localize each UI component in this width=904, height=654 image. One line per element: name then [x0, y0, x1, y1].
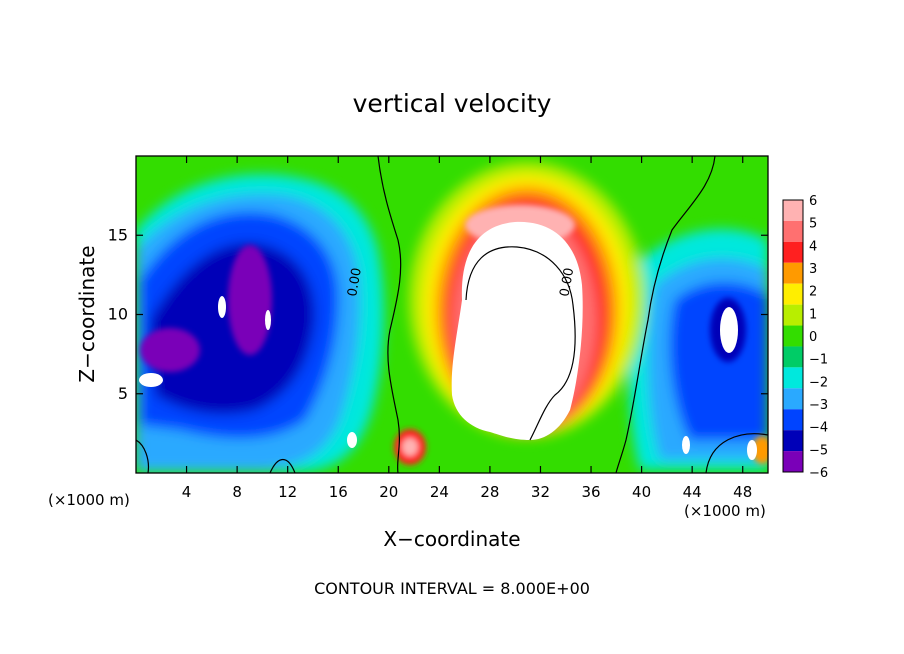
colorbar-label: −6: [809, 466, 828, 481]
colorbar-label: 6: [809, 194, 817, 209]
contour-lines: [136, 156, 768, 473]
colorbar-swatch: [783, 325, 803, 347]
saturated-patch: [747, 440, 757, 460]
colorbar-label: 5: [809, 217, 817, 232]
colorbar-label: −2: [809, 375, 828, 390]
x-tick-label: 44: [683, 483, 702, 501]
colorbar-label: 4: [809, 239, 817, 254]
colorbar-swatch: [783, 283, 803, 305]
colorbar-swatch: [783, 262, 803, 284]
colorbar-swatch: [783, 220, 803, 242]
contour-labels: 0.00 0.00: [345, 267, 577, 298]
colorbar-swatch: [783, 304, 803, 326]
contour-label: 0.00: [345, 267, 365, 298]
colorbar-label: −5: [809, 443, 828, 458]
saturated-patch: [218, 296, 226, 318]
x-tick-label: 20: [379, 483, 398, 501]
y-axis-label: Z−coordinate: [75, 245, 99, 382]
y-tick-label: 5: [118, 384, 128, 403]
x-tick-label: 4: [182, 483, 192, 501]
colorbar-frame: [782, 199, 804, 473]
colorbar-swatch: [783, 409, 803, 431]
colorbar-label: 2: [809, 285, 817, 300]
chart-title: vertical velocity: [353, 89, 552, 118]
colorbar-swatch: [783, 346, 803, 368]
colorbar: 6 5 4 3 2 1 0 −1 −2 −3 −4 −5 −6: [782, 194, 828, 481]
colorbar-label: 0: [809, 330, 817, 345]
saturated-patch: [720, 307, 738, 353]
x-tick-label: 12: [278, 483, 297, 501]
x-unit-left: (×1000 m): [48, 491, 130, 509]
x-tick-label: 32: [531, 483, 550, 501]
colorbar-swatch: [783, 451, 803, 472]
x-tick-label: 36: [581, 483, 600, 501]
x-unit-right: (×1000 m): [684, 502, 766, 520]
y-tick-label: 15: [108, 225, 128, 244]
colorbar-swatch: [783, 241, 803, 263]
colorbar-label: −4: [809, 421, 828, 436]
x-tick-label: 16: [329, 483, 348, 501]
colorbar-swatch: [783, 367, 803, 389]
colorbar-label: 3: [809, 262, 817, 277]
x-tick-label: 28: [480, 483, 499, 501]
colorbar-swatch: [783, 200, 803, 221]
colorbar-label: 1: [809, 307, 817, 322]
saturated-patch: [139, 373, 163, 387]
colorbar-label: −1: [809, 353, 828, 368]
y-tick-label: 10: [108, 305, 128, 324]
y-axis: 5 10 15: [108, 225, 768, 403]
heatmap-field: [136, 156, 768, 473]
colorbar-swatch: [783, 430, 803, 452]
saturated-patch: [265, 310, 271, 330]
colorbar-label: −3: [809, 398, 828, 413]
saturated-patch: [347, 432, 357, 448]
colorbar-swatch: [783, 388, 803, 410]
x-tick-label: 48: [733, 483, 752, 501]
x-tick-label: 40: [632, 483, 651, 501]
contour-label: 0.00: [557, 267, 577, 298]
x-axis-label: X−coordinate: [383, 527, 520, 551]
x-axis: 4 8 12 16 20 24 28 32 36 40 44 48: [182, 156, 752, 501]
x-tick-label: 24: [430, 483, 449, 501]
x-tick-label: 8: [232, 483, 242, 501]
contour-interval-note: CONTOUR INTERVAL = 8.000E+00: [314, 579, 590, 598]
updraft-core: [451, 221, 583, 440]
saturated-patch: [682, 436, 690, 454]
